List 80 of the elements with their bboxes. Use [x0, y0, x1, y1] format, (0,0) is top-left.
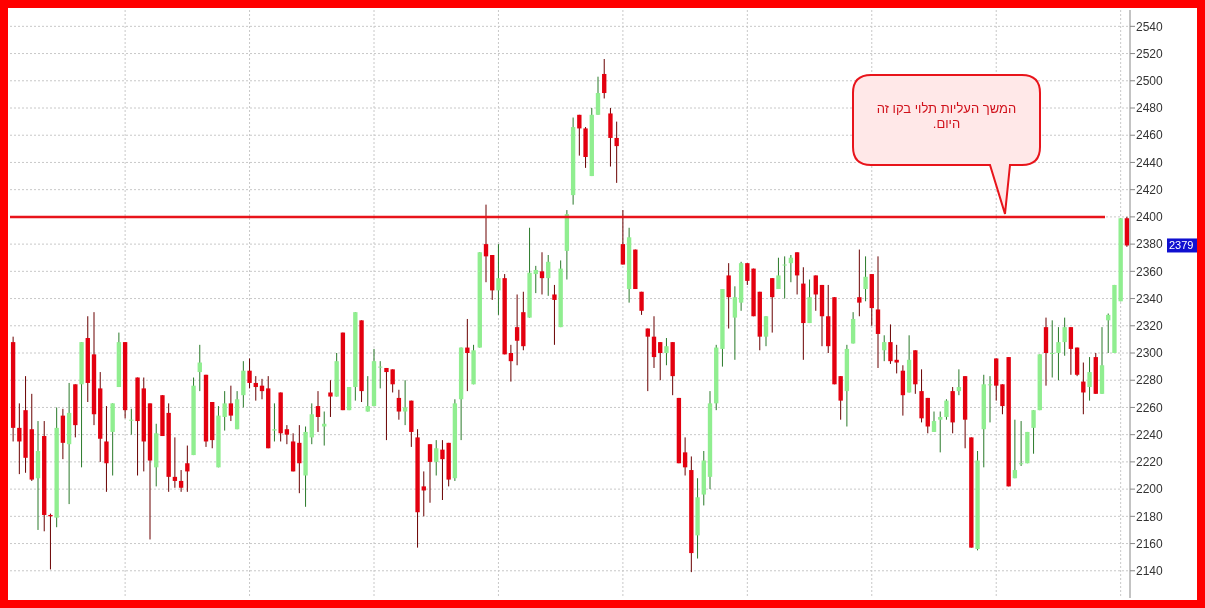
- candlestick: [938, 411, 943, 453]
- y-tick-label: 2320: [1136, 318, 1164, 333]
- candlestick: [1056, 326, 1061, 381]
- candlestick: [1087, 356, 1092, 402]
- candlestick: [284, 424, 290, 445]
- y-tick-label: 2220: [1136, 455, 1164, 470]
- y-tick-label: 2160: [1136, 536, 1164, 551]
- candlestick: [614, 121, 619, 184]
- y-tick-label: 2240: [1136, 427, 1164, 442]
- candlestick: [1050, 319, 1055, 378]
- candlestick: [1062, 317, 1067, 357]
- candlestick: [602, 58, 607, 99]
- candlestick: [427, 443, 433, 504]
- candlestick: [763, 315, 769, 347]
- y-tick-label: 2400: [1136, 210, 1164, 225]
- candlestick: [651, 315, 657, 369]
- candlestick: [434, 439, 439, 476]
- candlestick: [178, 469, 184, 493]
- candlestick: [539, 251, 545, 295]
- y-tick-label: 2340: [1136, 291, 1164, 306]
- candlestick: [782, 255, 787, 300]
- candlestick: [185, 445, 190, 493]
- candlestick: [378, 360, 383, 389]
- candlestick: [1068, 326, 1074, 376]
- candlestick: [658, 341, 663, 381]
- candlestick: [483, 204, 489, 283]
- candlestick: [595, 76, 601, 116]
- y-tick-label: 2540: [1136, 19, 1164, 34]
- text: 2379: [1169, 239, 1194, 252]
- candlestick: [770, 277, 775, 334]
- y-tick-label: 2380: [1136, 237, 1164, 252]
- candlestick: [987, 375, 993, 423]
- candlestick: [315, 390, 321, 433]
- candlestick: [228, 385, 234, 422]
- candlestick: [813, 274, 818, 312]
- candlestick: [272, 402, 277, 442]
- candlestick: [726, 262, 731, 329]
- y-tick-label: 2260: [1136, 400, 1164, 415]
- candlestick: [297, 424, 302, 494]
- y-tick-label: 2300: [1136, 346, 1164, 361]
- candlestick: [1031, 409, 1036, 455]
- candlestick: [577, 114, 582, 157]
- candlestick: [620, 209, 626, 266]
- candlestick: [732, 285, 738, 361]
- candlestick: [552, 284, 557, 346]
- candlestick: [104, 405, 109, 493]
- candlestick: [863, 255, 868, 302]
- y-tick-label: 2360: [1136, 264, 1164, 279]
- candlestick: [514, 293, 520, 366]
- y-tick-label: 2140: [1136, 563, 1164, 578]
- candlestick: [396, 389, 402, 421]
- candlestick: [247, 357, 252, 389]
- candlestick: [328, 379, 333, 418]
- y-tick-label: 2280: [1136, 373, 1164, 388]
- candlestick: [322, 411, 327, 447]
- candlestick: [857, 249, 862, 317]
- candlestick: [1081, 362, 1086, 415]
- candlestick: [309, 402, 314, 445]
- y-tick-label: 2460: [1136, 128, 1164, 143]
- candlestick: [129, 408, 134, 436]
- candlestick: [794, 251, 800, 295]
- y-tick-label: 2420: [1136, 182, 1164, 197]
- candlestick: [496, 243, 501, 316]
- candlestick: [546, 254, 551, 297]
- candlestick: [365, 375, 370, 413]
- annotation: המשך העליות תלוי בקו זה היום.: [876, 101, 1017, 131]
- y-tick-label: 2180: [1136, 509, 1164, 524]
- candlestick: [402, 379, 408, 426]
- candlestick: [1018, 420, 1024, 467]
- y-tick-label: 2480: [1136, 101, 1164, 116]
- candlestick: [944, 398, 949, 421]
- candlestick: [682, 436, 688, 476]
- candlestick: [465, 318, 470, 392]
- y-tick-label: 2200: [1136, 482, 1164, 497]
- y-tick-label: 2440: [1136, 155, 1164, 170]
- candlestick: [776, 257, 781, 290]
- y-tick-label: 2520: [1136, 46, 1164, 61]
- y-tick-label: 2500: [1136, 73, 1164, 88]
- candlestick: [664, 337, 669, 366]
- candlestick: [931, 411, 937, 433]
